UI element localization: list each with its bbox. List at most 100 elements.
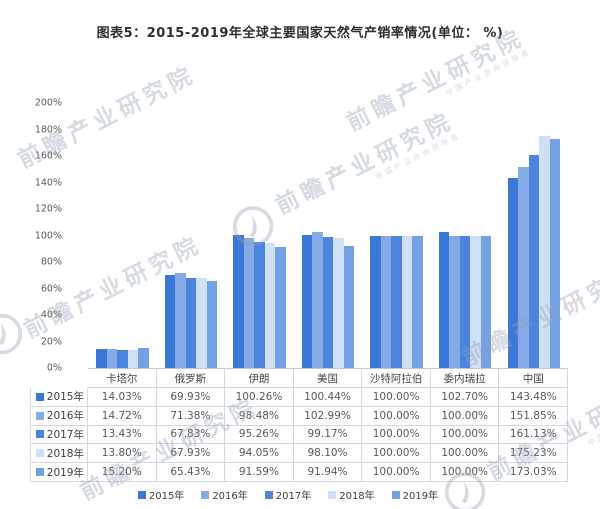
bar xyxy=(206,281,218,368)
y-axis-tick-label: 60% xyxy=(40,283,62,294)
y-axis-tick-label: 120% xyxy=(34,203,62,215)
table-cell: 69.93% xyxy=(156,388,226,407)
bar xyxy=(254,241,265,368)
table-row: 2019年 15.20% 65.43% 91.59% 91.94% 100.00% 100.… xyxy=(30,463,569,482)
legend-item: 2018年 xyxy=(328,487,375,502)
bar xyxy=(322,236,334,368)
y-axis-tick-label: 80% xyxy=(40,256,62,268)
bar-group xyxy=(499,103,568,368)
table-cell: 100.00% xyxy=(362,406,431,426)
legend-item: 2016年 xyxy=(201,487,248,502)
legend: 2015年 2016年 2017年 2018年 2019年 xyxy=(0,487,576,502)
series-swatch xyxy=(35,392,44,401)
table-header-cell: 中国 xyxy=(499,368,569,388)
row-label: 2017年 xyxy=(46,428,84,441)
bar xyxy=(275,246,286,368)
legend-label: 2019年 xyxy=(402,491,439,502)
table-cell: 15.20% xyxy=(88,463,157,482)
table-cell: 102.70% xyxy=(430,388,500,407)
bar xyxy=(106,348,118,368)
bar-group xyxy=(362,103,431,368)
bar xyxy=(301,234,313,368)
row-label-cell: 2016年 xyxy=(30,406,88,426)
table-cell: 102.99% xyxy=(293,406,363,426)
y-axis-tick-label: 160% xyxy=(34,150,62,162)
table-cell: 100.00% xyxy=(362,388,431,407)
bar xyxy=(164,275,176,368)
table-header-cell: 伊朗 xyxy=(225,368,294,388)
row-label: 2018年 xyxy=(46,447,84,460)
bar xyxy=(264,243,276,368)
table-cell: 161.13% xyxy=(499,425,569,445)
table-row: 2016年 14.72% 71.38% 98.48% 102.99% 100.00% 100… xyxy=(30,406,569,426)
table-cell: 143.48% xyxy=(499,388,569,407)
bar xyxy=(196,278,207,368)
table-row: 2018年 13.80% 67.93% 94.05% 98.10% 100.00% 100.… xyxy=(30,444,569,464)
table-cell: 91.59% xyxy=(225,463,294,482)
table-cell: 67.83% xyxy=(156,425,226,445)
bar xyxy=(370,235,381,368)
bar-group xyxy=(157,103,226,368)
y-axis-tick-label: 0% xyxy=(46,362,62,374)
legend-swatch xyxy=(264,490,273,499)
table-header-cell: 卡塔尔 xyxy=(88,368,157,388)
legend-label: 2017年 xyxy=(275,491,312,502)
y-axis-tick-label: 20% xyxy=(40,336,62,347)
table-header-cell: 美国 xyxy=(293,368,363,388)
table-cell: 100.00% xyxy=(430,425,500,445)
bar xyxy=(518,166,529,368)
y-axis-tick-label: 180% xyxy=(34,124,62,135)
legend-label: 2018年 xyxy=(339,491,375,502)
table-cell: 71.38% xyxy=(156,406,226,426)
row-label-cell: 2019年 xyxy=(30,463,88,482)
table-cell: 65.43% xyxy=(156,463,226,482)
chart-title: 图表5：2015-2019年全球主要国家天然气产销率情况(单位： %) xyxy=(96,26,504,41)
legend-item: 2019年 xyxy=(391,487,439,502)
table-cell: 13.80% xyxy=(88,444,157,464)
bar xyxy=(312,231,323,368)
table-header-cell: 俄罗斯 xyxy=(156,368,226,388)
bar xyxy=(96,349,107,368)
row-label: 2016年 xyxy=(46,410,84,423)
bar xyxy=(233,235,244,368)
bar xyxy=(449,235,460,368)
table-row: 2015年 14.03% 69.93% 100.26% 100.44% 100.00% 10… xyxy=(30,388,569,407)
watermark-subtext: 中国产业咨询领导者 xyxy=(444,46,533,98)
series-swatch xyxy=(35,411,44,420)
bar xyxy=(117,350,128,368)
table-cell: 67.93% xyxy=(156,444,226,464)
bar xyxy=(412,235,423,368)
data-table: 卡塔尔 俄罗斯 伊朗 美国 沙特阿拉伯 委内瑞拉 中国 2015年 14.03% 69.93% 10… xyxy=(30,368,569,482)
bar xyxy=(343,246,355,368)
table-cell: 100.00% xyxy=(362,425,431,445)
table-cell: 100.00% xyxy=(430,463,500,482)
table-cell: 14.72% xyxy=(88,406,157,426)
row-label-cell: 2015年 xyxy=(30,388,88,407)
bar xyxy=(528,154,539,368)
bar-group xyxy=(431,103,500,368)
table-cell: 14.03% xyxy=(88,388,157,407)
bar xyxy=(459,235,471,368)
legend-swatch xyxy=(201,490,210,499)
row-label: 2015年 xyxy=(46,391,84,404)
table-cell: 100.00% xyxy=(430,444,500,464)
bar xyxy=(549,138,560,368)
table-cell: 175.23% xyxy=(499,444,569,464)
bar xyxy=(333,238,344,368)
bar xyxy=(470,235,481,368)
table-cell: 94.05% xyxy=(225,444,294,464)
table-corner-cell xyxy=(30,368,88,388)
bar xyxy=(507,177,518,368)
legend-label: 2016年 xyxy=(212,491,248,502)
row-label: 2019年 xyxy=(46,466,84,479)
bar-group xyxy=(294,103,363,368)
table-cell: 99.17% xyxy=(293,425,363,445)
series-swatch xyxy=(35,449,44,458)
legend-item: 2017年 xyxy=(264,487,312,502)
table-cell: 98.10% xyxy=(293,444,363,464)
bar xyxy=(185,278,197,368)
legend-label: 2015年 xyxy=(148,491,185,502)
table-cell: 95.26% xyxy=(225,425,294,445)
bar-group xyxy=(88,103,157,368)
